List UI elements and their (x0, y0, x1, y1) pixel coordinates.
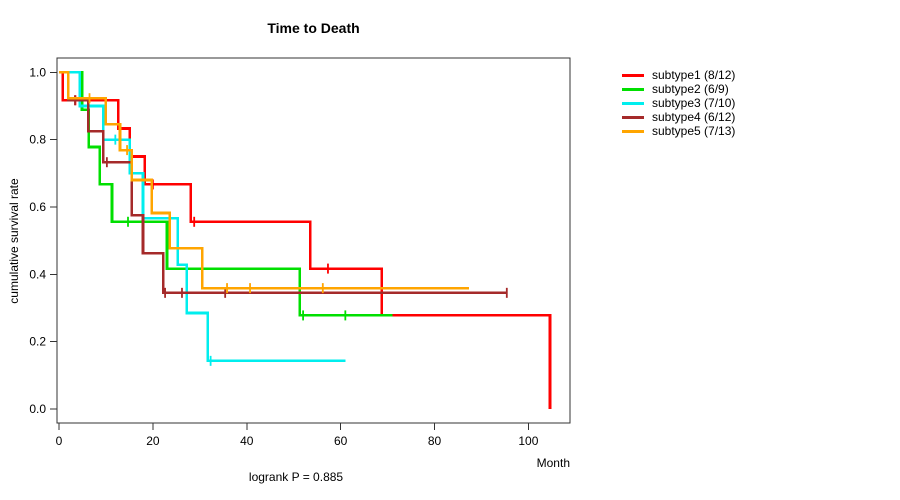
legend-line-subtype4 (622, 115, 644, 119)
y-tick-label: 0.2 (29, 335, 46, 349)
legend-item-subtype3: subtype3 (7/10) (622, 96, 735, 110)
legend-label-subtype3: subtype3 (7/10) (652, 96, 736, 110)
legend-label-subtype1: subtype1 (8/12) (652, 68, 736, 82)
legend-item-subtype5: subtype5 (7/13) (622, 124, 735, 138)
curve-subtype5 (59, 71, 469, 290)
censor-marks-subtype4 (74, 95, 508, 298)
curve-subtype2 (59, 71, 393, 317)
y-tick-label: 0.6 (29, 200, 46, 214)
x-tick-label: 60 (334, 434, 348, 448)
logrank-annotation: logrank P = 0.885 (248, 470, 344, 484)
legend-line-subtype2 (622, 87, 644, 91)
x-tick-label: 0 (56, 434, 63, 448)
y-tick-label: 0.4 (29, 267, 46, 281)
x-tick-label: 20 (146, 434, 160, 448)
censor-marks-subtype2 (127, 216, 347, 321)
legend-label-subtype2: subtype2 (6/9) (652, 82, 729, 96)
legend-item-subtype2: subtype2 (6/9) (622, 82, 735, 96)
y-tick-label: 0.0 (29, 402, 46, 416)
censor-marks-subtype3 (114, 134, 212, 366)
legend: subtype1 (8/12) subtype2 (6/9) subtype3 (7… (622, 68, 735, 138)
legend-line-subtype1 (622, 73, 644, 77)
x-axis-label: Month (536, 456, 570, 470)
curve-subtype4 (59, 71, 507, 295)
legend-item-subtype4: subtype4 (6/12) (622, 110, 735, 124)
legend-line-subtype3 (622, 101, 644, 105)
y-tick-label: 0.8 (29, 133, 46, 147)
legend-line-subtype5 (622, 129, 644, 133)
x-tick-label: 80 (428, 434, 442, 448)
censor-marks-subtype5 (88, 93, 324, 294)
curve-subtype3 (59, 71, 346, 363)
y-tick-label: 1.0 (29, 65, 46, 79)
curve-subtype1 (59, 71, 552, 409)
chart-title: Time to Death (267, 20, 360, 36)
legend-label-subtype5: subtype5 (7/13) (652, 124, 736, 138)
legend-label-subtype4: subtype4 (6/12) (652, 110, 736, 124)
legend-item-subtype1: subtype1 (8/12) (622, 68, 735, 82)
plot-box (56, 57, 571, 424)
x-tick-label: 100 (518, 434, 538, 448)
x-tick-label: 40 (240, 434, 254, 448)
